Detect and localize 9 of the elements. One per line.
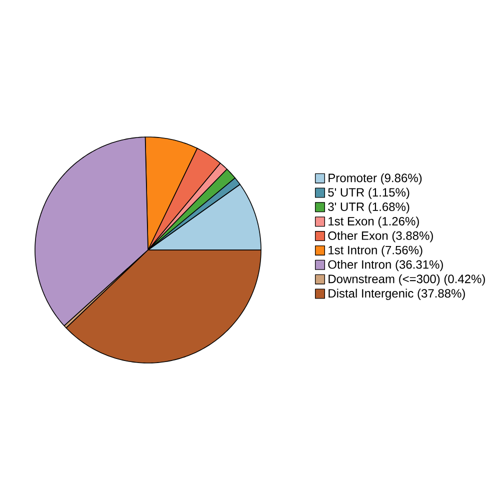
legend-label: Other Intron (36.31%) (328, 260, 443, 272)
legend-label: Downstream (<=300) (0.42%) (328, 274, 485, 286)
legend-label: Promoter (9.86%) (328, 173, 422, 185)
legend-label: Other Exon (3.88%) (328, 231, 433, 242)
legend-label: Distal Intergenic (37.88%) (328, 288, 465, 300)
legend-label: 3' UTR (1.68%) (328, 202, 410, 214)
legend-label: 1st Intron (7.56%) (328, 246, 422, 257)
legend-label: 5' UTR (1.15%) (328, 188, 410, 199)
legend-label: 1st Exon (1.26%) (328, 216, 419, 228)
